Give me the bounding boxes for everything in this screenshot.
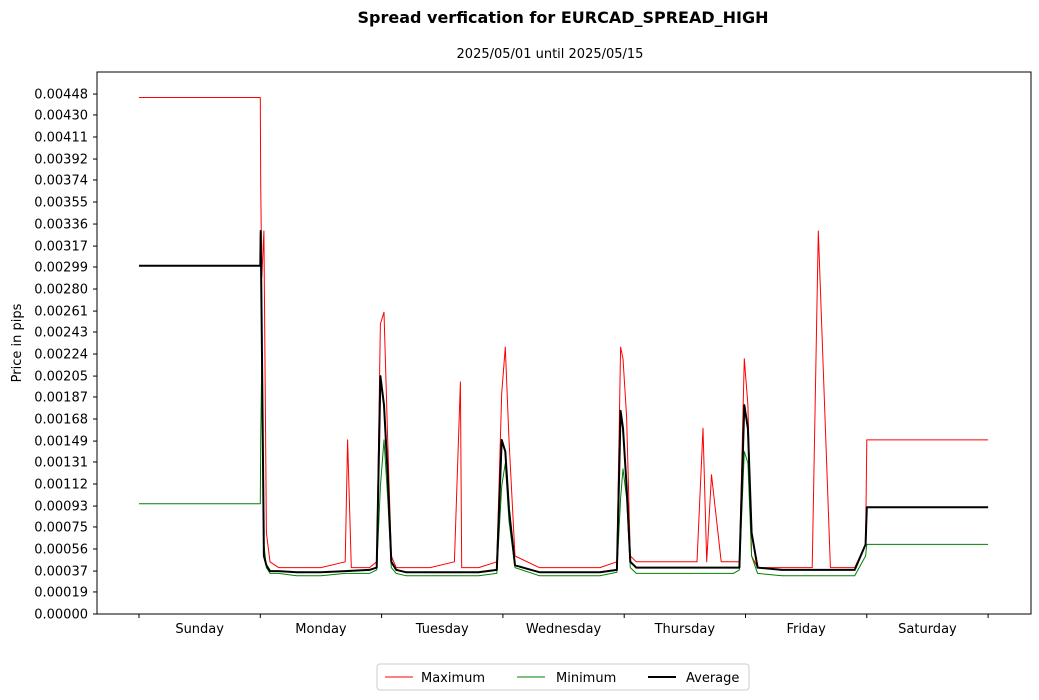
legend-label-maximum: Maximum: [421, 671, 485, 686]
y-tick-label: 0.00112: [34, 478, 88, 493]
legend-box: [376, 663, 750, 691]
legend-label-minimum: Minimum: [556, 671, 616, 686]
x-tick-label: Monday: [295, 622, 347, 637]
x-tick-label: Sunday: [175, 622, 224, 637]
plot-frame: [96, 71, 1032, 615]
x-tick-label: Friday: [786, 622, 826, 637]
y-tick-label: 0.00280: [34, 283, 88, 298]
y-tick-label: 0.00149: [34, 435, 88, 450]
y-tick-label: 0.00019: [34, 585, 88, 600]
plot-area: [139, 97, 989, 577]
y-tick-label: 0.00392: [34, 153, 88, 168]
y-tick-label: 0.00374: [34, 173, 88, 188]
legend: Maximum Minimum Average: [376, 663, 750, 691]
y-tick-label: 0.00299: [34, 260, 88, 275]
y-tick-label: 0.00261: [34, 305, 88, 320]
y-axis-label: Price in pips: [10, 303, 25, 382]
x-axis: Sunday Monday Tuesday Wednesday Thursday Frid…: [138, 614, 989, 637]
y-tick-label: 0.00187: [34, 390, 88, 405]
y-tick-label: 0.00317: [34, 240, 88, 255]
y-tick-label: 0.00037: [34, 565, 88, 580]
y-tick-label: 0.00000: [34, 608, 88, 623]
y-tick-label: 0.00075: [34, 520, 88, 535]
x-tick-label: Wednesday: [526, 622, 602, 637]
y-tick-label: 0.00243: [34, 325, 88, 340]
series-line-maximum: [139, 97, 989, 569]
y-tick-label: 0.00336: [34, 218, 88, 233]
y-tick-label: 0.00355: [34, 195, 88, 210]
x-tick-label: Thursday: [654, 622, 716, 637]
y-tick-label: 0.00448: [34, 88, 88, 103]
y-tick-label: 0.00205: [34, 370, 88, 385]
y-tick-label: 0.00093: [34, 500, 88, 515]
y-tick-label: 0.00056: [34, 543, 88, 558]
series-line-minimum: [139, 358, 989, 577]
y-tick-label: 0.00411: [34, 130, 88, 145]
legend-label-average: Average: [686, 671, 739, 686]
x-tick-label: Tuesday: [415, 622, 469, 637]
chart-subtitle: 2025/05/01 until 2025/05/15: [457, 47, 644, 62]
y-axis: 0.00000 0.00019 0.00037 0.00056 0.00075 0.000…: [34, 88, 97, 623]
y-tick-label: 0.00430: [34, 108, 88, 123]
x-tick-label: Saturday: [898, 622, 957, 637]
y-tick-label: 0.00131: [34, 455, 88, 470]
y-tick-label: 0.00168: [34, 413, 88, 428]
series-line-average: [139, 230, 989, 574]
y-tick-label: 0.00224: [34, 348, 88, 363]
chart-title: Spread verfication for EURCAD_SPREAD_HIG…: [357, 8, 768, 27]
